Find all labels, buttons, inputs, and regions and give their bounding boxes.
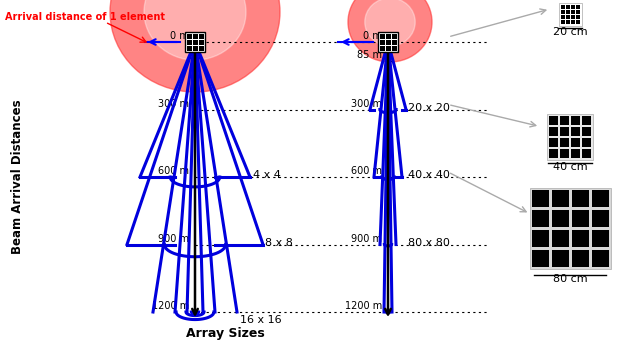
Bar xyxy=(186,34,191,39)
Bar xyxy=(566,9,570,14)
Bar xyxy=(552,210,568,227)
Bar xyxy=(561,19,564,24)
Bar xyxy=(591,230,609,247)
Ellipse shape xyxy=(144,0,246,60)
Text: 900 m: 900 m xyxy=(158,234,189,244)
Text: 20 cm: 20 cm xyxy=(553,27,588,37)
Bar xyxy=(193,45,198,51)
Bar xyxy=(575,5,579,8)
Text: 20 x 20: 20 x 20 xyxy=(408,102,450,112)
Bar xyxy=(571,116,580,125)
Bar xyxy=(186,45,191,51)
Bar xyxy=(385,45,390,51)
Bar xyxy=(571,149,580,158)
Ellipse shape xyxy=(110,0,280,92)
Text: 80 x 80: 80 x 80 xyxy=(408,237,450,247)
Text: 16 x 16: 16 x 16 xyxy=(240,315,282,325)
Bar xyxy=(561,9,564,14)
Bar xyxy=(380,40,385,44)
Text: 600 m: 600 m xyxy=(158,166,189,176)
Bar xyxy=(186,40,191,44)
Text: 85 m: 85 m xyxy=(357,50,382,60)
Bar xyxy=(193,40,198,44)
Bar xyxy=(531,210,548,227)
Bar xyxy=(572,250,589,267)
Bar xyxy=(566,19,570,24)
Bar xyxy=(582,116,591,125)
Bar xyxy=(591,190,609,207)
Bar xyxy=(591,210,609,227)
Text: 900 m: 900 m xyxy=(351,234,382,244)
Text: 300 m: 300 m xyxy=(351,99,382,109)
Bar xyxy=(392,40,397,44)
Bar xyxy=(570,9,575,14)
Bar xyxy=(591,250,609,267)
Bar xyxy=(392,45,397,51)
Text: 40 cm: 40 cm xyxy=(553,161,588,171)
Bar xyxy=(531,250,548,267)
Bar xyxy=(559,2,582,25)
Bar xyxy=(570,19,575,24)
Bar xyxy=(198,45,204,51)
Ellipse shape xyxy=(348,0,432,62)
Text: Arrival distance of 1 element: Arrival distance of 1 element xyxy=(5,12,165,22)
Bar xyxy=(560,127,569,135)
Bar xyxy=(547,113,593,160)
Text: 80 cm: 80 cm xyxy=(553,274,588,284)
Bar xyxy=(582,149,591,158)
Bar xyxy=(380,45,385,51)
Text: Array Sizes: Array Sizes xyxy=(186,328,264,340)
Bar xyxy=(572,190,589,207)
Bar xyxy=(575,15,579,18)
Bar xyxy=(566,5,570,8)
Text: 0 m: 0 m xyxy=(170,31,189,41)
Text: 1200 m: 1200 m xyxy=(152,301,189,311)
Bar xyxy=(549,137,558,146)
Bar xyxy=(529,188,611,269)
Bar xyxy=(193,34,198,39)
Bar xyxy=(575,9,579,14)
Bar xyxy=(549,149,558,158)
Bar xyxy=(552,230,568,247)
Bar xyxy=(552,250,568,267)
Bar xyxy=(582,137,591,146)
Bar xyxy=(378,32,398,52)
Bar xyxy=(198,34,204,39)
Bar xyxy=(385,40,390,44)
Bar xyxy=(570,5,575,8)
Bar xyxy=(572,230,589,247)
Bar xyxy=(549,127,558,135)
Bar xyxy=(185,32,205,52)
Bar xyxy=(385,34,390,39)
Bar xyxy=(560,116,569,125)
Bar xyxy=(572,210,589,227)
Bar xyxy=(570,15,575,18)
Text: 8 x 8: 8 x 8 xyxy=(265,237,293,247)
Bar xyxy=(561,15,564,18)
Text: 4 x 4: 4 x 4 xyxy=(253,170,281,180)
Bar xyxy=(582,127,591,135)
Bar xyxy=(392,34,397,39)
Text: 40 x 40: 40 x 40 xyxy=(408,170,450,180)
Text: 300 m: 300 m xyxy=(158,99,189,109)
Bar xyxy=(560,149,569,158)
Bar xyxy=(561,5,564,8)
Bar xyxy=(575,19,579,24)
Bar xyxy=(531,190,548,207)
Bar xyxy=(571,127,580,135)
Text: Beam Arrival Distances: Beam Arrival Distances xyxy=(12,100,24,254)
Bar xyxy=(380,34,385,39)
Text: 0 m: 0 m xyxy=(364,31,382,41)
Ellipse shape xyxy=(365,0,415,46)
Text: 600 m: 600 m xyxy=(351,166,382,176)
Bar xyxy=(531,230,548,247)
Bar xyxy=(549,116,558,125)
Bar xyxy=(566,15,570,18)
Bar xyxy=(560,137,569,146)
Bar xyxy=(552,190,568,207)
Bar xyxy=(198,40,204,44)
Text: 1200 m: 1200 m xyxy=(345,301,382,311)
Bar xyxy=(571,137,580,146)
